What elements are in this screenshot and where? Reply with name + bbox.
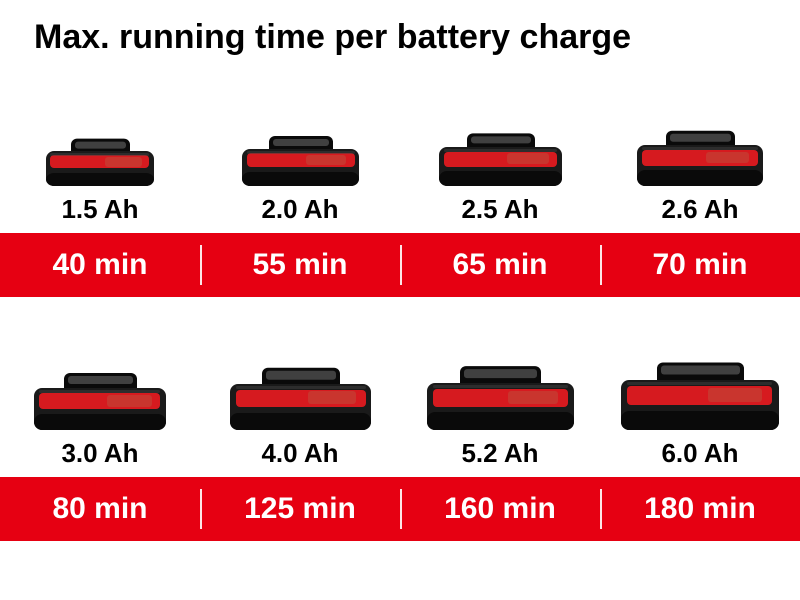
- capacity-label: 1.5 Ah: [61, 194, 138, 225]
- battery-cell: 2.6 Ah: [600, 63, 800, 233]
- battery-image: [242, 119, 359, 186]
- capacity-label: 5.2 Ah: [461, 438, 538, 469]
- battery-cell: 3.0 Ah: [0, 307, 200, 477]
- battery-icon: [439, 116, 562, 186]
- capacity-label: 2.6 Ah: [661, 194, 738, 225]
- battery-image: [46, 123, 154, 186]
- battery-line: 1.5 Ah 2.0 Ah 2.5 Ah 2.6 Ah: [0, 63, 800, 233]
- battery-icon: [621, 340, 779, 430]
- time-cell: 125 min: [200, 477, 400, 541]
- page-title: Max. running time per battery charge: [0, 0, 800, 63]
- battery-icon: [230, 347, 371, 430]
- time-bar: 40 min55 min65 min70 min: [0, 233, 800, 297]
- capacity-label: 6.0 Ah: [661, 438, 738, 469]
- battery-image: [427, 344, 574, 430]
- time-cell: 40 min: [0, 233, 200, 297]
- battery-icon: [46, 123, 154, 186]
- battery-cell: 6.0 Ah: [600, 307, 800, 477]
- battery-icon: [427, 344, 574, 430]
- battery-icon: [637, 112, 763, 186]
- battery-line: 3.0 Ah 4.0 Ah 5.2 Ah 6.0 Ah: [0, 307, 800, 477]
- capacity-label: 3.0 Ah: [61, 438, 138, 469]
- chart-body: 1.5 Ah 2.0 Ah 2.5 Ah 2.6 Ah40 min55 min6…: [0, 63, 800, 541]
- battery-row: 1.5 Ah 2.0 Ah 2.5 Ah 2.6 Ah40 min55 min6…: [0, 63, 800, 297]
- capacity-label: 2.0 Ah: [261, 194, 338, 225]
- time-cell: 65 min: [400, 233, 600, 297]
- time-cell: 80 min: [0, 477, 200, 541]
- battery-icon: [242, 119, 359, 186]
- battery-image: [621, 340, 779, 430]
- battery-cell: 2.0 Ah: [200, 63, 400, 233]
- battery-cell: 5.2 Ah: [400, 307, 600, 477]
- time-bar: 80 min125 min160 min180 min: [0, 477, 800, 541]
- time-cell: 55 min: [200, 233, 400, 297]
- time-cell: 160 min: [400, 477, 600, 541]
- time-cell: 180 min: [600, 477, 800, 541]
- capacity-label: 4.0 Ah: [261, 438, 338, 469]
- battery-row: 3.0 Ah 4.0 Ah 5.2 Ah 6.0 Ah80 min125 min…: [0, 307, 800, 541]
- battery-image: [439, 116, 562, 186]
- battery-cell: 2.5 Ah: [400, 63, 600, 233]
- battery-image: [230, 347, 371, 430]
- battery-image: [637, 112, 763, 186]
- battery-cell: 4.0 Ah: [200, 307, 400, 477]
- battery-icon: [34, 353, 166, 430]
- capacity-label: 2.5 Ah: [461, 194, 538, 225]
- battery-image: [34, 353, 166, 430]
- battery-cell: 1.5 Ah: [0, 63, 200, 233]
- time-cell: 70 min: [600, 233, 800, 297]
